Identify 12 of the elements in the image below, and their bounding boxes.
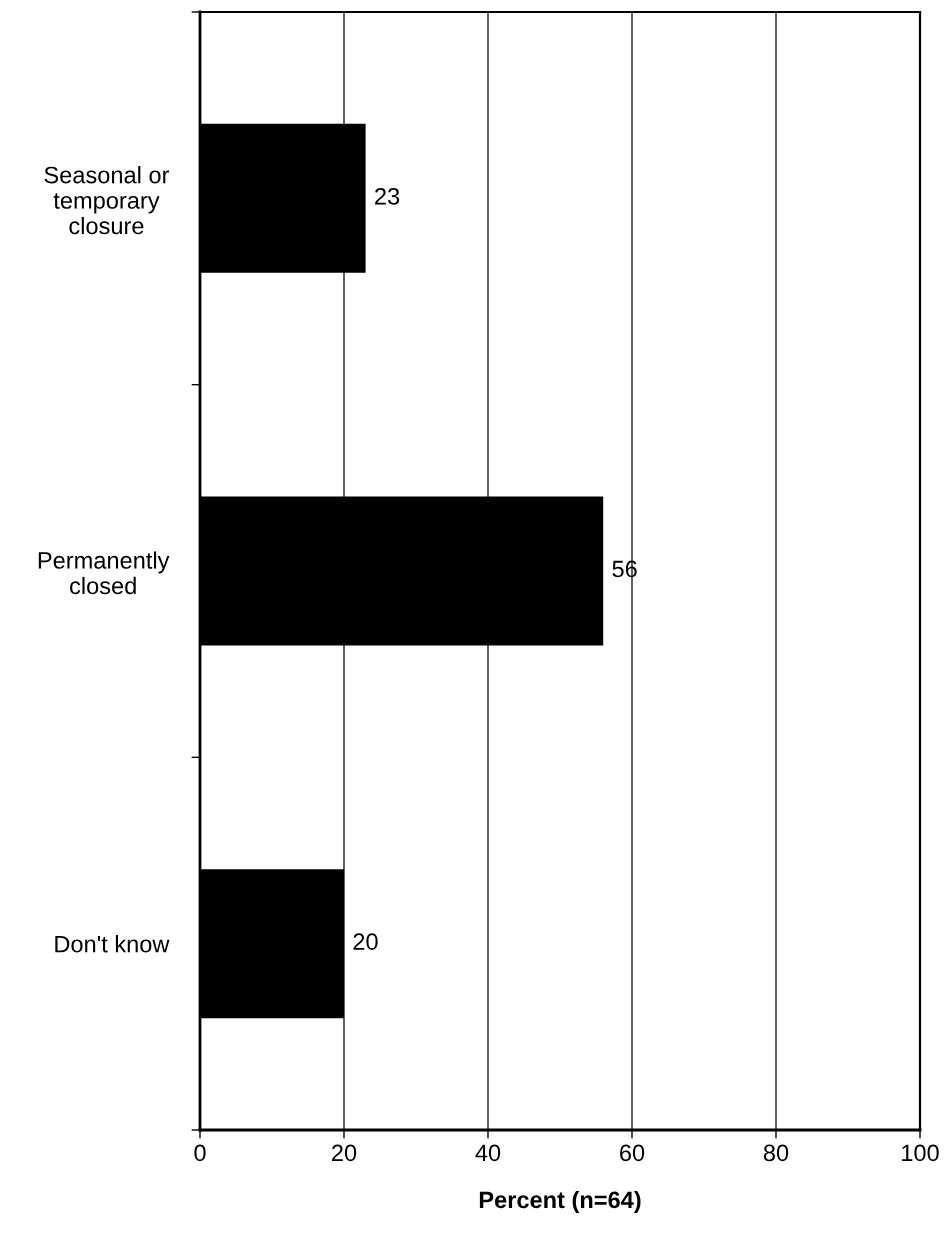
x-tick-label: 80 — [763, 1144, 789, 1162]
y-tick-label: Don't know — [55, 935, 170, 953]
y-tick-label: Seasonal or temporary closure — [44, 166, 170, 235]
x-tick-label: 40 — [475, 1144, 501, 1162]
x-tick-label: 20 — [332, 1144, 357, 1162]
x-tick-label: 60 — [620, 1144, 645, 1162]
data-label: 20 — [353, 933, 378, 950]
x-tick-label: 0 — [194, 1144, 206, 1162]
x-tick-label: 100 — [902, 1144, 939, 1162]
y-tick-label: Permanently closed — [38, 551, 170, 595]
data-label: 23 — [375, 187, 400, 205]
x-axis-title: Percent (n=64) — [479, 1190, 641, 1213]
